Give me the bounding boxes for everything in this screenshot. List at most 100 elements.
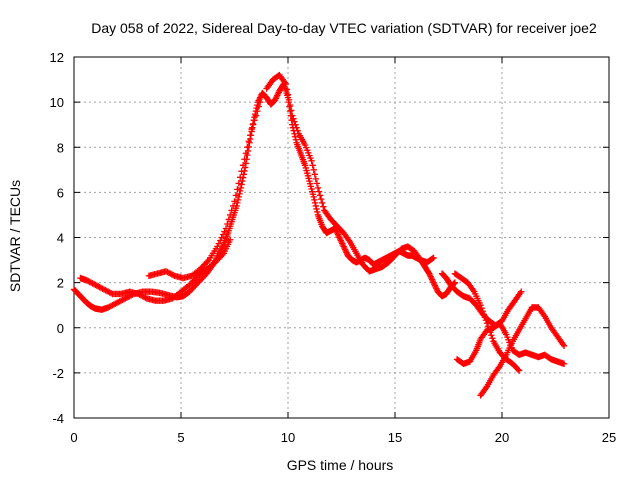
data-point [311, 199, 319, 207]
y-tick-label: 6 [57, 185, 64, 200]
data-point [238, 168, 245, 175]
x-tick-label: 20 [495, 430, 509, 445]
y-tick-label: 10 [50, 95, 64, 110]
y-tick-label: 8 [57, 140, 64, 155]
data-point [312, 202, 320, 210]
data-point [231, 198, 238, 205]
data-point [479, 308, 486, 315]
data-point [291, 118, 298, 125]
data-point [310, 166, 317, 174]
data-point [319, 199, 326, 207]
data-point [309, 162, 316, 169]
series-1 [70, 80, 459, 313]
data-point [224, 220, 231, 228]
data-point [311, 171, 318, 178]
data-point [219, 231, 227, 238]
data-point [560, 360, 568, 368]
series-3 [145, 98, 264, 282]
data-point [480, 311, 488, 318]
axis-ticks [73, 56, 610, 419]
data-point [245, 138, 252, 145]
data-point [288, 107, 295, 114]
data-point [286, 107, 294, 115]
data-point [481, 314, 489, 321]
data-point [142, 294, 149, 301]
data-point [312, 175, 320, 183]
series-5 [438, 270, 525, 329]
data-point [215, 240, 223, 247]
data-point [313, 180, 321, 187]
data-point [251, 116, 258, 124]
x-axis-label: GPS time / hours [287, 457, 394, 473]
y-axis-label: SDTVAR / TECUs [7, 180, 23, 292]
data-point [239, 177, 246, 185]
data-point [286, 101, 294, 109]
data-point [234, 196, 242, 204]
data-point [282, 80, 290, 88]
data-point [227, 211, 234, 219]
series-4 [263, 71, 437, 275]
data-point [290, 115, 297, 122]
y-axis-tick-labels: -4 -2 0 2 4 6 8 10 12 [50, 50, 64, 426]
x-axis-tick-labels: 0 5 10 15 20 25 [70, 430, 616, 445]
data-point [285, 96, 293, 104]
series-2 [77, 236, 234, 304]
data-point [315, 188, 323, 195]
data-point [107, 289, 115, 297]
data-point [314, 208, 321, 216]
y-tick-label: 12 [50, 50, 64, 65]
data-point [249, 124, 256, 131]
data-point [244, 144, 251, 151]
data-point [482, 317, 490, 324]
data-point [225, 216, 232, 223]
data-point [254, 107, 261, 115]
data-point [311, 196, 318, 204]
series-7 [453, 320, 568, 368]
data-points [70, 71, 568, 399]
data-point [451, 279, 459, 286]
y-tick-label: 2 [57, 276, 64, 291]
data-point [478, 304, 485, 312]
data-point [169, 271, 177, 279]
series-8 [477, 304, 568, 399]
data-point [217, 237, 224, 244]
data-point [289, 112, 296, 119]
x-tick-label: 15 [388, 430, 402, 445]
data-point [310, 193, 317, 201]
y-tick-label: 0 [57, 321, 64, 336]
chart-title: Day 058 of 2022, Sidereal Day-to-day VTE… [91, 20, 597, 36]
data-point [232, 192, 240, 199]
data-point [235, 180, 242, 187]
x-tick-label: 5 [177, 430, 184, 445]
data-point [429, 255, 436, 262]
data-point [308, 157, 315, 164]
data-point [229, 202, 237, 210]
x-tick-label: 25 [602, 430, 616, 445]
y-tick-label: -2 [52, 366, 64, 381]
data-point [241, 156, 248, 163]
data-point [518, 288, 525, 295]
data-point [227, 236, 234, 243]
data-point [252, 112, 260, 119]
data-point [214, 243, 221, 250]
data-point [430, 254, 437, 262]
data-point [248, 126, 255, 133]
data-point [293, 124, 300, 131]
data-point [313, 205, 320, 213]
data-point [284, 91, 292, 98]
data-point [316, 192, 324, 199]
data-point [294, 127, 301, 134]
y-tick-label: 4 [57, 231, 64, 246]
data-point [242, 150, 250, 157]
data-point [477, 301, 484, 309]
data-point [320, 203, 327, 210]
data-point [560, 342, 568, 349]
data-point [255, 103, 262, 110]
data-point [222, 225, 230, 232]
data-point [489, 335, 496, 342]
data-point [292, 121, 299, 128]
data-point [314, 184, 322, 192]
data-point [488, 332, 495, 339]
data-point [234, 186, 241, 193]
